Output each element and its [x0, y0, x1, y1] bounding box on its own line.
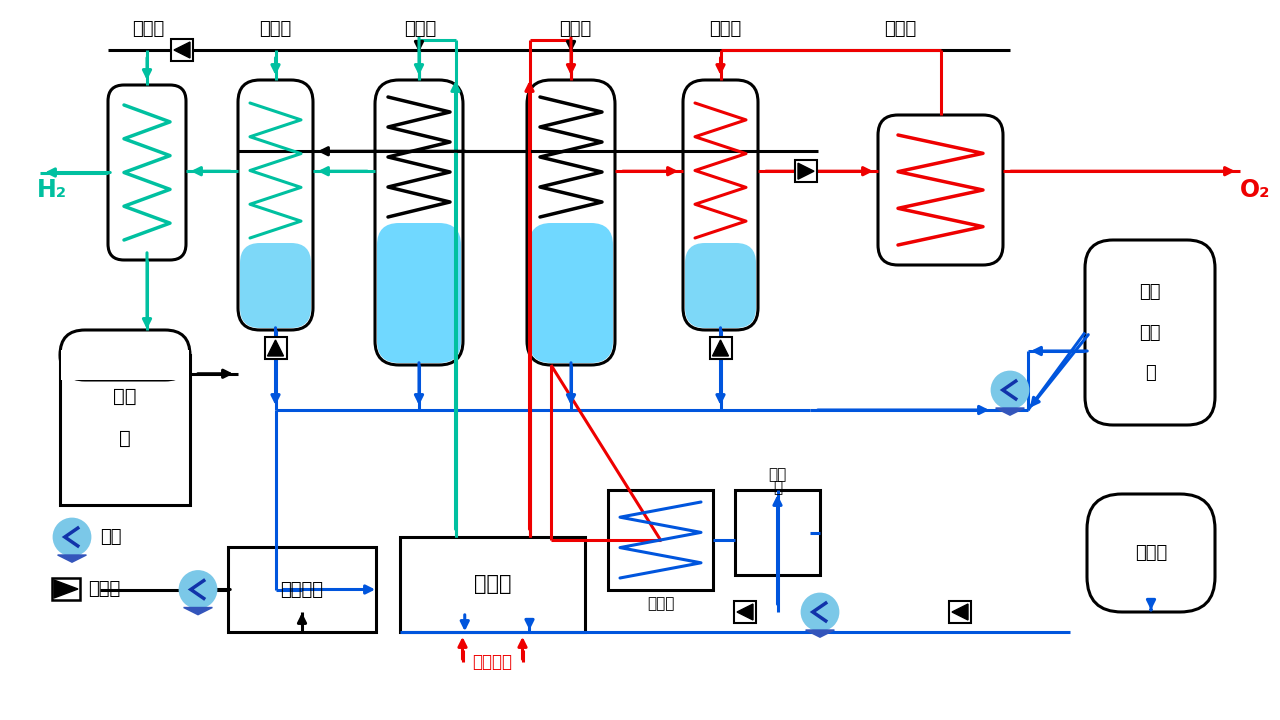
Circle shape [180, 572, 216, 608]
FancyBboxPatch shape [1085, 240, 1215, 425]
Text: 直流电源: 直流电源 [472, 653, 512, 671]
FancyBboxPatch shape [60, 330, 189, 380]
FancyBboxPatch shape [685, 243, 756, 328]
FancyBboxPatch shape [529, 223, 613, 363]
FancyBboxPatch shape [241, 243, 311, 328]
Text: 分离器: 分离器 [559, 20, 591, 38]
Polygon shape [805, 630, 835, 637]
Text: 水泵: 水泵 [100, 528, 122, 546]
Text: 洗涤器: 洗涤器 [259, 20, 291, 38]
Text: 止回阀: 止回阀 [88, 580, 120, 598]
Text: 电解槽: 电解槽 [474, 575, 511, 595]
Text: 纯净: 纯净 [1139, 283, 1161, 301]
Circle shape [54, 519, 90, 555]
Text: 洗涤器: 洗涤器 [709, 20, 741, 38]
Text: 加碱罐: 加碱罐 [1135, 544, 1167, 562]
FancyBboxPatch shape [378, 223, 461, 363]
Bar [735, 490, 820, 575]
Text: 过滤: 过滤 [768, 467, 787, 482]
Circle shape [803, 594, 838, 630]
Bar [52, 578, 79, 600]
Text: 水装: 水装 [1139, 323, 1161, 341]
Text: 储气: 储气 [113, 387, 137, 406]
Polygon shape [54, 580, 78, 598]
Polygon shape [737, 604, 753, 620]
FancyBboxPatch shape [527, 80, 614, 365]
Bar [709, 337, 731, 359]
Polygon shape [58, 555, 87, 562]
Polygon shape [952, 604, 968, 620]
Text: H₂: H₂ [37, 178, 67, 202]
Text: 冷却水箱: 冷却水箱 [280, 580, 324, 598]
FancyBboxPatch shape [238, 80, 314, 330]
Polygon shape [713, 340, 728, 356]
Text: 换热器: 换热器 [646, 596, 675, 611]
Polygon shape [183, 608, 212, 615]
Text: 置: 置 [1144, 364, 1156, 382]
Bar [608, 490, 713, 590]
FancyBboxPatch shape [1087, 494, 1215, 612]
FancyBboxPatch shape [108, 85, 186, 260]
Text: 冷却器: 冷却器 [884, 20, 916, 38]
Polygon shape [996, 408, 1024, 415]
Polygon shape [797, 163, 814, 179]
Text: 冷却器: 冷却器 [132, 20, 164, 38]
FancyBboxPatch shape [684, 80, 758, 330]
Text: O₂: O₂ [1240, 178, 1270, 202]
FancyBboxPatch shape [878, 115, 1004, 265]
Bar [733, 601, 756, 623]
Polygon shape [268, 340, 283, 356]
Bar [265, 337, 287, 359]
Bar [172, 39, 193, 61]
Circle shape [992, 372, 1028, 408]
Bar [948, 601, 972, 623]
Bar [61, 350, 189, 380]
Bar [60, 355, 189, 505]
Bar [399, 537, 585, 632]
Polygon shape [174, 42, 189, 58]
Text: 分离器: 分离器 [404, 20, 436, 38]
FancyBboxPatch shape [375, 80, 463, 365]
Text: 器: 器 [773, 480, 782, 495]
Bar [228, 547, 376, 632]
Bar [795, 161, 817, 182]
Text: 罐: 罐 [119, 429, 131, 448]
